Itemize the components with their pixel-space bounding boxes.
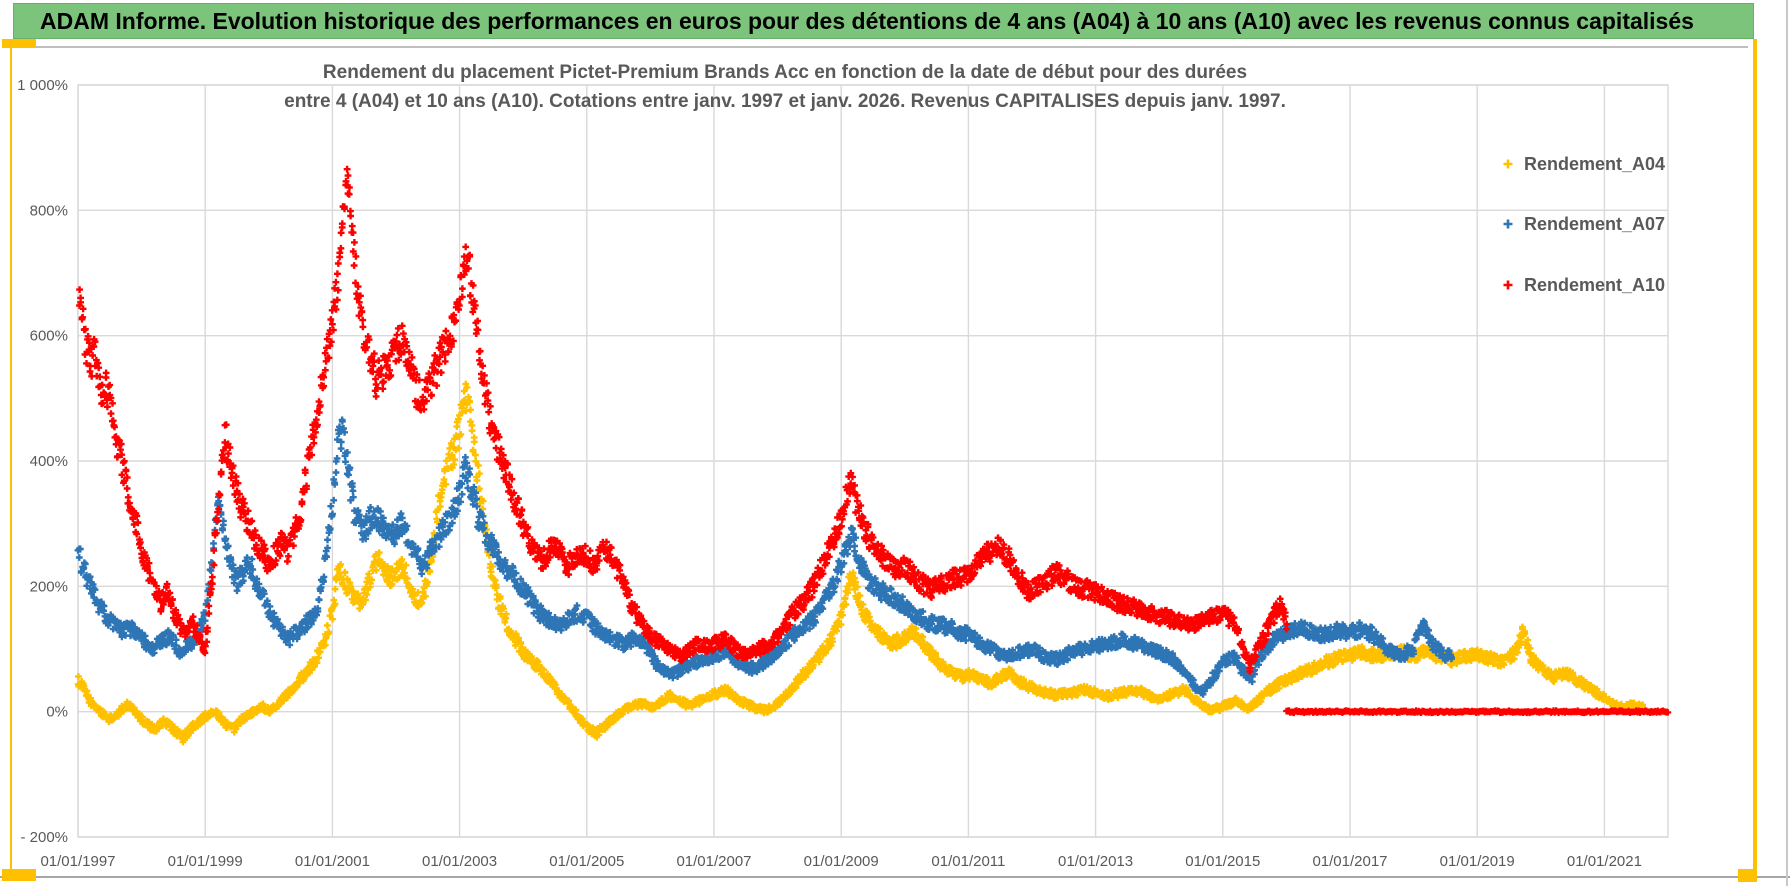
legend-item-rendement_a04: Rendement_A04 [1503, 154, 1665, 174]
x-tick-label: 01/01/1997 [40, 853, 115, 870]
series-points-rendement_a10 [76, 165, 1291, 675]
y-tick-label: 1 000% [17, 77, 68, 94]
title-banner: ADAM Informe. Evolution historique des p… [13, 3, 1754, 39]
gold-corner-top-left [2, 39, 36, 48]
y-tick-label: 800% [30, 202, 68, 219]
chart-title-line2: entre 4 (A04) et 10 ans (A10). Cotations… [284, 91, 1286, 112]
x-tick-label: 01/01/2019 [1440, 853, 1515, 870]
legend-label: Rendement_A10 [1524, 275, 1665, 295]
plot-border [77, 84, 1669, 838]
x-tick-label: 01/01/2011 [931, 853, 1005, 870]
legend-item-rendement_a07: Rendement_A07 [1503, 214, 1665, 234]
series-points [74, 165, 1672, 746]
legend-label: Rendement_A07 [1524, 214, 1665, 234]
legend-plus-marker-icon [1503, 219, 1513, 229]
banner-underline [36, 46, 1748, 48]
y-tick-label: 600% [30, 328, 68, 345]
gridlines [77, 84, 1668, 838]
gold-border-right [1753, 39, 1757, 882]
y-tick-label: - 200% [20, 829, 68, 846]
x-tick-label: 01/01/2007 [676, 853, 751, 870]
x-tick-label: 01/01/2001 [295, 853, 370, 870]
series-zero-placeholder-points [1283, 707, 1672, 717]
screen-right-edge [1786, 0, 1788, 886]
chart-title-line1: Rendement du placement Pictet-Premium Br… [323, 62, 1247, 83]
page-title: ADAM Informe. Evolution historique des p… [40, 7, 1694, 34]
slide-bottom-line [0, 876, 1790, 878]
x-tick-label: 01/01/2009 [804, 853, 879, 870]
gold-corner-bottom-left [2, 869, 36, 881]
x-tick-label: 01/01/2005 [549, 853, 624, 870]
x-tick-label: 01/01/2015 [1185, 853, 1260, 870]
axis-tick-labels: 01/01/1997 01/01/1999 01/01/2001 01/01/2003… [17, 77, 1642, 870]
x-tick-label: 01/01/2021 [1567, 853, 1642, 870]
legend-item-rendement_a10: Rendement_A10 [1503, 275, 1665, 295]
x-tick-label: 01/01/2017 [1312, 853, 1387, 870]
x-tick-label: 01/01/1999 [168, 853, 243, 870]
plot-area-frame [77, 84, 1669, 838]
y-tick-label: 200% [30, 578, 68, 595]
y-tick-label: 400% [30, 453, 68, 470]
legend-label: Rendement_A04 [1524, 154, 1665, 174]
chart-legend: Rendement_A04 Rendement_A07 Rendement_A10 [1503, 154, 1665, 295]
y-tick-label: 0% [46, 704, 68, 721]
gold-border-left [10, 48, 12, 874]
gold-corner-bottom-right [1738, 869, 1757, 882]
legend-plus-marker-icon [1503, 280, 1513, 290]
series-points-rendement_a07 [74, 416, 1455, 698]
legend-plus-marker-icon [1503, 159, 1513, 169]
series-points-rendement_a04 [74, 380, 1646, 746]
x-tick-label: 01/01/2013 [1058, 853, 1133, 870]
x-tick-label: 01/01/2003 [422, 853, 497, 870]
